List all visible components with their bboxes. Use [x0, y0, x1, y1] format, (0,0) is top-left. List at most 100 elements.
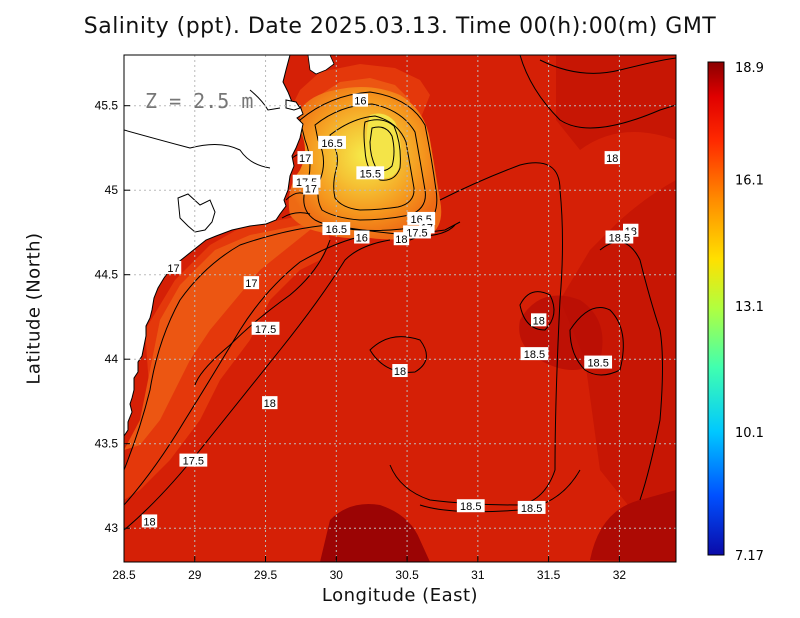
contour-label-text: 16	[356, 233, 368, 245]
contour-label-bg	[179, 453, 208, 467]
x-tick-label: 31.5	[537, 568, 561, 582]
contour-label-bg	[322, 222, 351, 236]
contour-label-text: 16.5	[321, 138, 342, 150]
contour-label-text: 18	[394, 366, 406, 378]
contour-label-bg	[456, 499, 485, 513]
contour-label-text: 18	[264, 398, 276, 410]
contour-label-bg	[531, 313, 547, 327]
freshest-core	[366, 113, 401, 179]
coast-inland-detail	[177, 193, 216, 233]
contour-label: 17	[303, 181, 319, 196]
contour-label-bg	[584, 355, 613, 369]
contour-label-bg	[297, 151, 313, 165]
contour-label-text: 18.5	[521, 503, 542, 515]
contour-label-bg	[392, 364, 408, 378]
contour-label-text: 17.5	[255, 324, 276, 336]
x-tick-label: 30	[330, 568, 344, 582]
x-tick-label: 28.5	[112, 568, 136, 582]
contour-label: 18	[531, 313, 547, 327]
x-tick-label: 29	[188, 568, 202, 582]
contour-label-bg	[251, 321, 280, 335]
contour-label: 15.5	[356, 166, 385, 180]
y-tick-label: 45	[105, 183, 119, 197]
contour-label: 16	[354, 230, 370, 245]
gridlines	[124, 55, 676, 562]
contour-label-text: 18	[395, 234, 407, 246]
contour-label-bg	[517, 500, 546, 514]
colorbar-tick-label: 16.1	[735, 174, 764, 189]
x-tick-label: 30.5	[395, 568, 419, 582]
contour-label-bg	[141, 514, 158, 528]
x-axis-label: Longitude (East)	[321, 585, 479, 606]
contour-label-bg	[403, 225, 431, 239]
y-tick-label: 43.5	[95, 437, 119, 451]
contour-label-bg	[303, 181, 319, 195]
contour-label-bg	[318, 135, 346, 149]
contour-label-text: 18	[533, 315, 545, 327]
coast-inland-line	[124, 129, 271, 169]
y-tick-label: 43	[105, 521, 119, 535]
depth-label: Z = 2.5 m	[145, 89, 253, 113]
coast-inland-line-2	[249, 89, 281, 111]
contour-label: 18	[141, 514, 158, 528]
contour-label-bg	[393, 232, 410, 246]
contour-label-bg	[262, 396, 278, 410]
contour-label: 18.5	[517, 500, 546, 515]
contour-label: 17.5	[251, 321, 280, 336]
contour-label-bg	[604, 151, 621, 165]
contour-label-text: 17.5	[406, 227, 427, 239]
land	[124, 55, 335, 437]
contour-label: 17	[297, 151, 313, 165]
contour-label: 16	[352, 93, 369, 108]
colorbar-tick-label: 13.1	[735, 300, 764, 315]
contour-label: 17.5	[403, 225, 431, 239]
contour-label: 17.5	[179, 453, 208, 468]
salinity-contours	[124, 55, 676, 531]
contour-label-text: 17	[167, 263, 179, 275]
map-title: Salinity (ppt). Date 2025.03.13. Time 00…	[83, 14, 717, 39]
y-tick-label: 44.5	[95, 268, 119, 282]
contour-label-text: 17	[299, 153, 311, 165]
contour-label: 17	[243, 276, 260, 290]
contour-label-text: 18	[143, 516, 155, 528]
x-tick-label: 32	[613, 568, 627, 582]
colorbar-tick-label: 10.1	[735, 426, 764, 441]
y-tick-label: 44	[105, 352, 119, 366]
contour-label: 18.5	[456, 499, 485, 513]
contour-label-text: 17.5	[183, 456, 204, 468]
contour-label-bg	[165, 260, 182, 274]
colorbar-tick-label: 7.17	[735, 549, 764, 564]
contour-label-text: 16	[354, 96, 366, 108]
colorbar-ticks: 18.9 16.1 13.1 10.1 7.17	[735, 61, 764, 564]
contour-label: 18	[392, 364, 408, 378]
contour-label-text: 18.5	[524, 349, 545, 361]
colorbar	[707, 61, 725, 556]
fresh-plume	[288, 86, 442, 240]
contour-label-bg	[354, 230, 370, 244]
contour-label: 16.5	[322, 222, 351, 236]
x-tick-label: 29.5	[254, 568, 278, 582]
contour-label: 18	[393, 232, 410, 246]
contour-label-text: 18.5	[587, 358, 608, 370]
axis-ticks: 28.5 29 29.5 30 30.5 31 31.5 32 43 43.5 44 44.5 45 45…	[95, 99, 627, 582]
contour-label-text: 18	[606, 153, 618, 165]
coastline-land	[124, 55, 304, 437]
contour-label-text: 18.5	[609, 233, 630, 245]
contour-label-bg	[352, 93, 369, 107]
contour-label: 18	[604, 151, 621, 165]
contour-label-text: 15.5	[360, 168, 381, 180]
x-tick-label: 31	[471, 568, 485, 582]
contour-label-bg	[605, 230, 634, 244]
contour-label-text: 16.5	[326, 224, 347, 236]
contour-label-text: 17	[245, 278, 257, 290]
contour-label: 18.5	[520, 347, 549, 361]
y-axis-label: Latitude (North)	[23, 232, 45, 385]
contour-label: 16.5	[318, 135, 346, 150]
contour-label: 18	[262, 396, 278, 410]
contour-label: 18.5	[584, 355, 613, 370]
contour-label: 18.5	[605, 230, 634, 245]
coast-strip	[307, 55, 335, 75]
contour-label-bg	[243, 276, 260, 290]
high-salinity-south	[320, 504, 430, 562]
contour-label-bg	[356, 166, 385, 180]
